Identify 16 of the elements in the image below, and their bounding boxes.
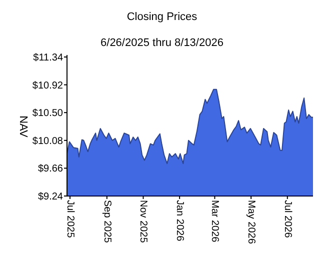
y-tick-label: $10.92 — [32, 80, 64, 92]
x-tick-label: Nov 2025 — [138, 200, 149, 244]
x-tick-label: Jul 2025 — [64, 200, 76, 238]
y-tick-label: $10.50 — [32, 108, 64, 120]
x-tick-label: Jan 2026 — [174, 200, 186, 242]
y-tick-label: $9.66 — [38, 164, 64, 175]
x-tick-label: May 2026 — [246, 200, 257, 244]
chart-subtitle: 6/26/2025 thru 8/13/2026 — [100, 37, 224, 49]
chart-title: Closing Prices — [126, 11, 198, 23]
x-tick-label: Sep 2025 — [101, 200, 112, 244]
x-tick-label: Jul 2026 — [282, 200, 293, 238]
x-tick-label: Mar 2026 — [209, 200, 220, 243]
y-axis-title: NAV — [17, 116, 29, 138]
y-tick-label: $9.24 — [38, 192, 64, 202]
y-tick-label: $10.08 — [32, 136, 64, 147]
y-tick-label: $11.34 — [33, 52, 64, 64]
